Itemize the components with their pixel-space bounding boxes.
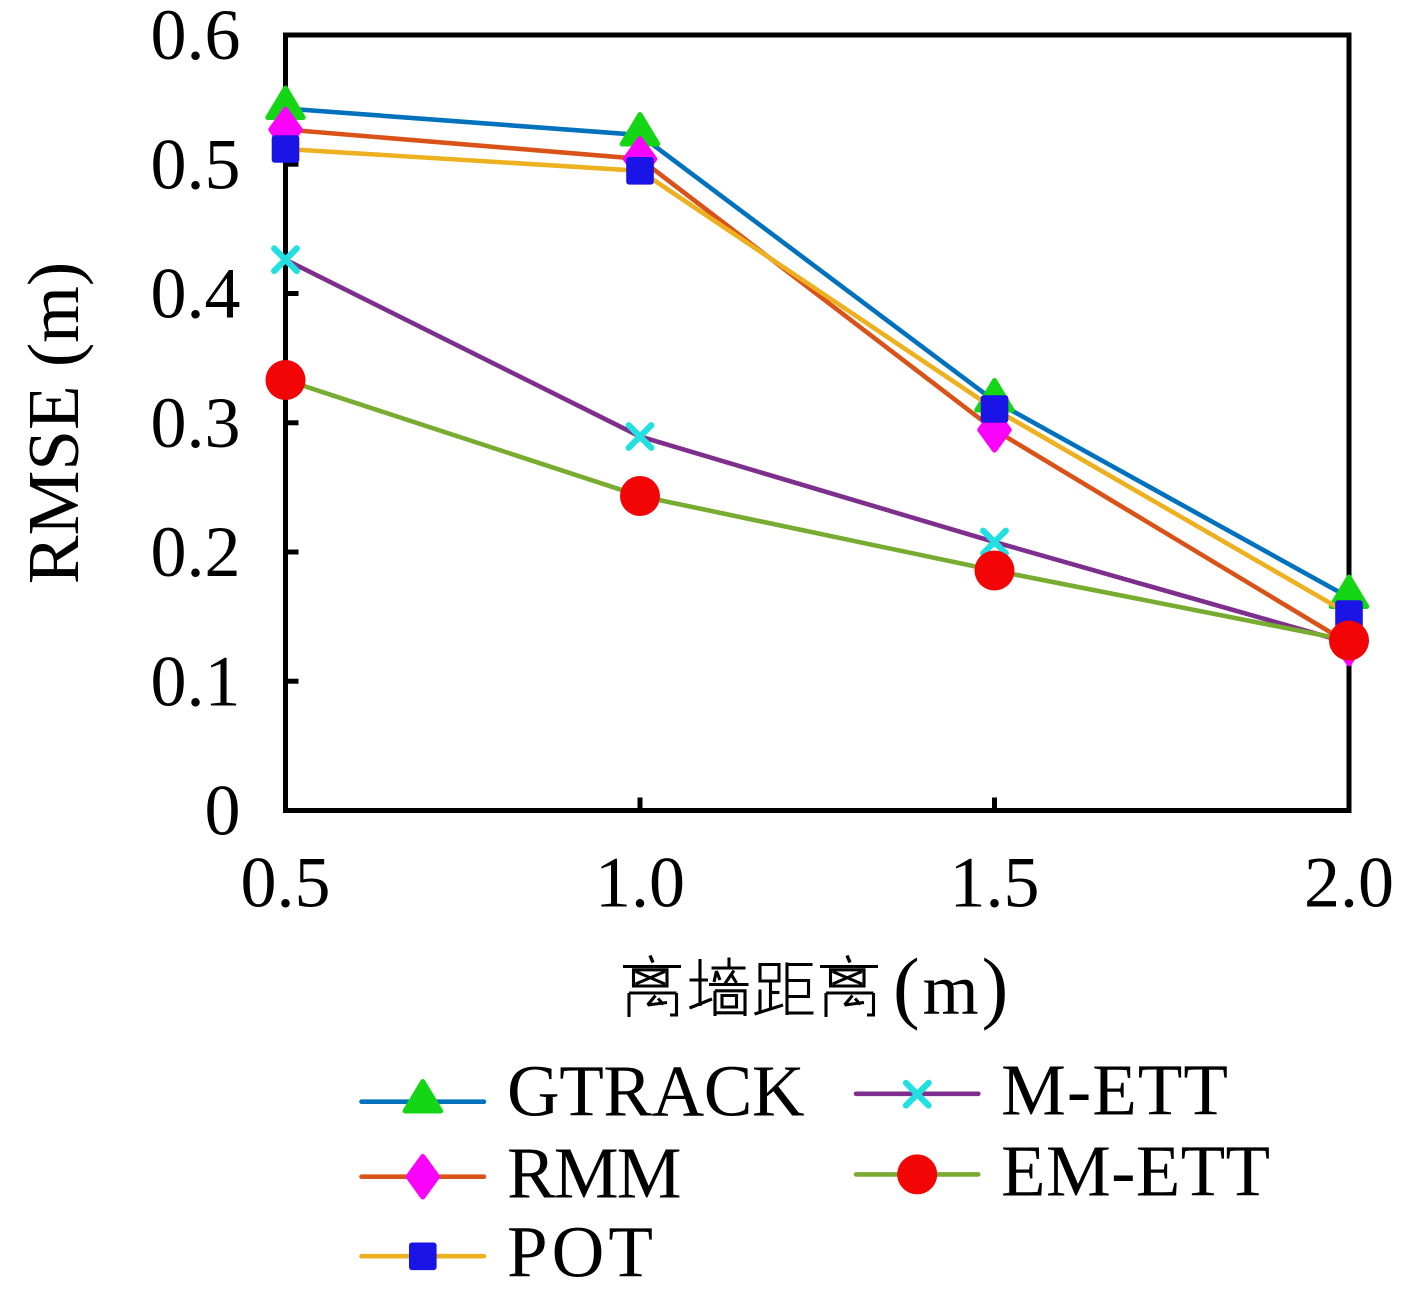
svg-text:POT: POT [507,1212,657,1293]
svg-text:0.4: 0.4 [151,254,241,334]
svg-text:RMSE (m): RMSE (m) [13,262,94,584]
svg-text:0.6: 0.6 [151,0,241,75]
svg-text:RMM: RMM [507,1133,680,1214]
svg-text:0.5: 0.5 [241,843,331,923]
svg-text:0.2: 0.2 [151,512,241,592]
svg-text:0: 0 [205,771,241,851]
svg-text:2.0: 2.0 [1304,843,1394,923]
svg-text:0.1: 0.1 [151,642,241,722]
svg-text:EM-ETT: EM-ETT [1001,1131,1270,1212]
svg-text:0.5: 0.5 [151,124,241,204]
svg-text:1.0: 1.0 [595,843,685,923]
svg-text:(m): (m) [893,944,1011,1032]
svg-text:0.3: 0.3 [151,383,241,463]
svg-text:M-ETT: M-ETT [1001,1050,1229,1131]
svg-text:1.5: 1.5 [950,843,1040,923]
svg-text:GTRACK: GTRACK [507,1051,804,1132]
